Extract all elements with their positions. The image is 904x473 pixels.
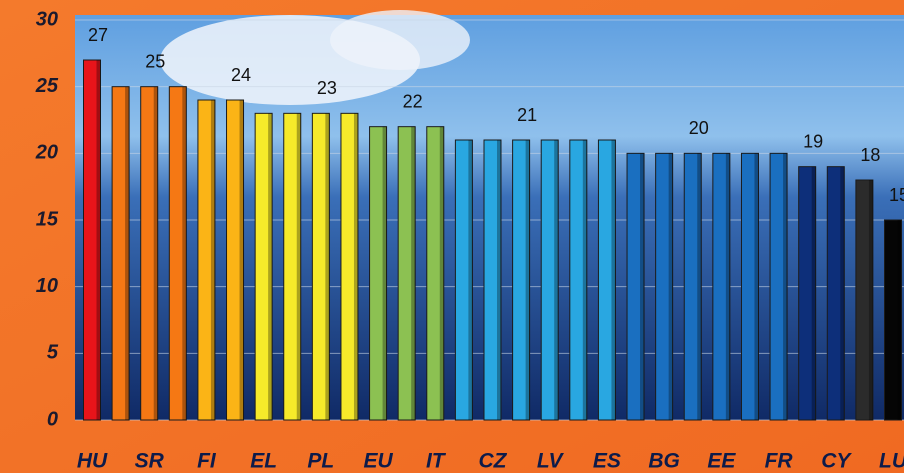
bar-side: [525, 140, 530, 420]
bar-side: [153, 86, 158, 421]
bar-side: [811, 166, 816, 420]
bar-side: [725, 153, 730, 421]
bar-side: [239, 100, 244, 420]
x-tick-label: HU: [77, 450, 108, 473]
bar: [884, 219, 902, 421]
bar-side: [582, 140, 587, 420]
bar-side: [840, 166, 845, 420]
bar-side: [640, 153, 645, 421]
bar: [111, 86, 130, 421]
x-tick-label: SR: [135, 450, 165, 473]
bar: [140, 86, 159, 421]
bar-side: [439, 126, 444, 421]
bar: [855, 179, 874, 421]
bar-side: [868, 180, 873, 420]
bar: [311, 112, 330, 421]
bar: [397, 126, 416, 421]
bar: [168, 86, 187, 421]
bar-side: [468, 140, 473, 420]
bar: [197, 99, 216, 421]
bar: [683, 152, 702, 421]
x-tick-label: EL: [250, 450, 277, 473]
value-label: 18: [860, 145, 880, 165]
bar-side: [325, 113, 330, 420]
bar-side: [783, 153, 788, 421]
y-tick-label: 0: [47, 408, 58, 430]
bar: [540, 139, 559, 421]
value-label: 25: [145, 51, 165, 71]
value-label: 19: [803, 131, 823, 151]
value-label: 24: [231, 65, 251, 85]
bar-side: [554, 140, 559, 420]
bar: [254, 112, 273, 421]
x-tick-label: CZ: [479, 450, 508, 473]
bar-side: [754, 153, 759, 421]
value-label: 21: [517, 105, 537, 125]
bar-side: [411, 126, 416, 421]
bar: [740, 152, 759, 421]
x-tick-label: FI: [197, 450, 217, 473]
value-label: 27: [88, 25, 108, 45]
bar: [283, 112, 302, 421]
bar-side: [182, 86, 187, 421]
bar: [340, 112, 359, 421]
bar-side: [497, 140, 501, 420]
bar-side: [96, 60, 101, 420]
y-tick-label: 10: [36, 275, 58, 297]
bar-side: [668, 153, 673, 421]
cloud: [330, 10, 470, 70]
value-label: 23: [317, 78, 337, 98]
bar: [769, 152, 788, 421]
x-tick-label: LV: [537, 450, 565, 473]
y-tick-label: 15: [36, 208, 59, 230]
bar: [712, 152, 731, 421]
bar-side: [353, 113, 358, 420]
x-tick-label: CY: [821, 450, 852, 473]
value-label: 22: [403, 91, 423, 111]
bar: [826, 166, 845, 421]
bar: [597, 139, 616, 421]
bar-side: [897, 220, 902, 420]
bar-side: [611, 140, 616, 420]
x-tick-label: BG: [648, 450, 680, 473]
x-tick-label: PL: [307, 450, 334, 473]
bar-side: [697, 153, 702, 421]
bar: [512, 139, 531, 421]
bar: [83, 59, 101, 421]
bar: [426, 126, 445, 421]
y-tick-label: 5: [47, 342, 59, 364]
bar: [798, 166, 817, 421]
bar-side: [268, 113, 273, 420]
x-tick-label: FR: [765, 450, 794, 473]
bar: [226, 99, 245, 421]
bar: [655, 152, 674, 421]
bar-side: [382, 126, 387, 421]
bar-side: [210, 100, 215, 420]
bar: [483, 139, 502, 421]
y-tick-label: 25: [35, 75, 59, 97]
bar-side: [296, 113, 301, 420]
bar: [369, 126, 388, 421]
x-tick-label: LU: [879, 450, 904, 473]
y-tick-label: 20: [35, 142, 58, 164]
x-tick-label: EE: [707, 450, 736, 473]
value-label: 15: [889, 185, 904, 205]
bar: [626, 152, 645, 421]
y-tick-label: 30: [36, 8, 58, 30]
bar-side: [125, 86, 130, 421]
x-tick-label: IT: [426, 450, 447, 473]
bar: [454, 139, 473, 421]
bar: [569, 139, 588, 421]
x-tick-label: EU: [363, 450, 393, 473]
value-label: 20: [689, 118, 709, 138]
x-tick-label: ES: [593, 450, 621, 473]
